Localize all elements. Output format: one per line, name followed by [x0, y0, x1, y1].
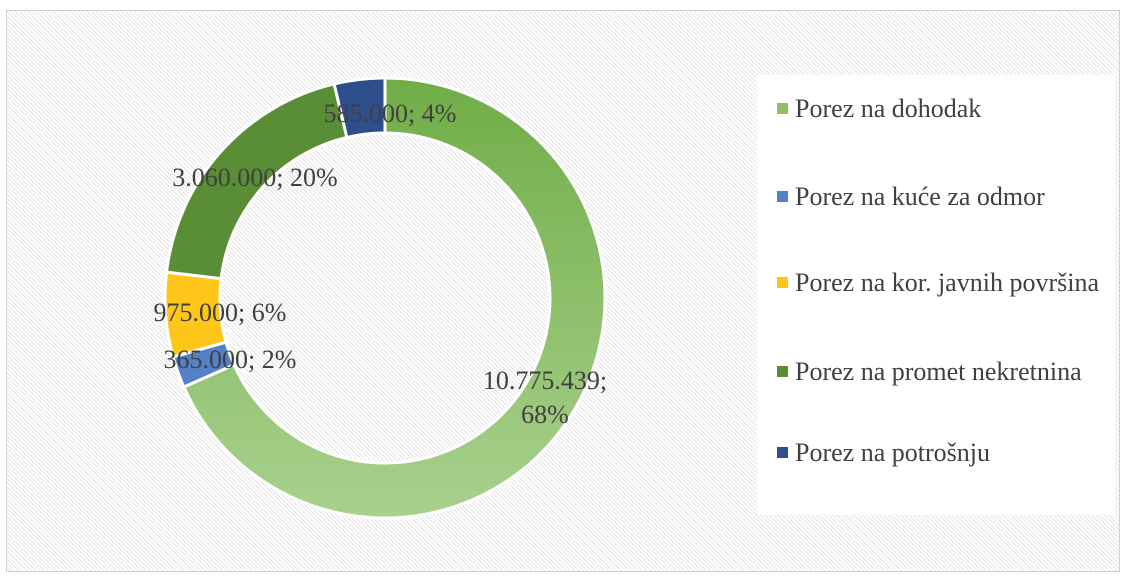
legend-label: Porez na kuće za odmor: [795, 182, 1045, 211]
legend-item: Porez na potrošnju: [777, 435, 1125, 470]
data-label: 3.060.000; 20%: [172, 163, 338, 192]
legend-label: Porez na potrošnju: [795, 438, 990, 467]
legend-label: Porez na dohodak: [795, 94, 982, 123]
legend-label: Porez na promet nekretnina: [795, 357, 1082, 386]
legend-item: Porez na promet nekretnina: [777, 354, 1125, 389]
legend-label: Porez na kor. javnih površina: [795, 268, 1099, 297]
legend-item: Porez na kuće za odmor: [777, 179, 1125, 214]
legend: Porez na dohodak Porez na kuće za odmor Po…: [757, 75, 1115, 515]
legend-swatch: [777, 191, 788, 202]
data-label: 585.000; 4%: [323, 99, 457, 128]
legend-swatch: [777, 366, 788, 377]
data-label: 10.775.439; 68%: [482, 366, 608, 429]
legend-item: Porez na kor. javnih površina: [777, 265, 1125, 300]
data-label: 365.000; 2%: [163, 345, 297, 374]
legend-swatch: [777, 447, 788, 458]
legend-swatch: [777, 103, 788, 114]
donut-segment: [332, 76, 387, 140]
donut-segment: [181, 76, 607, 520]
data-label: 975.000; 6%: [153, 298, 287, 327]
legend-item: Porez na dohodak: [777, 91, 1125, 126]
legend-swatch: [777, 277, 788, 288]
